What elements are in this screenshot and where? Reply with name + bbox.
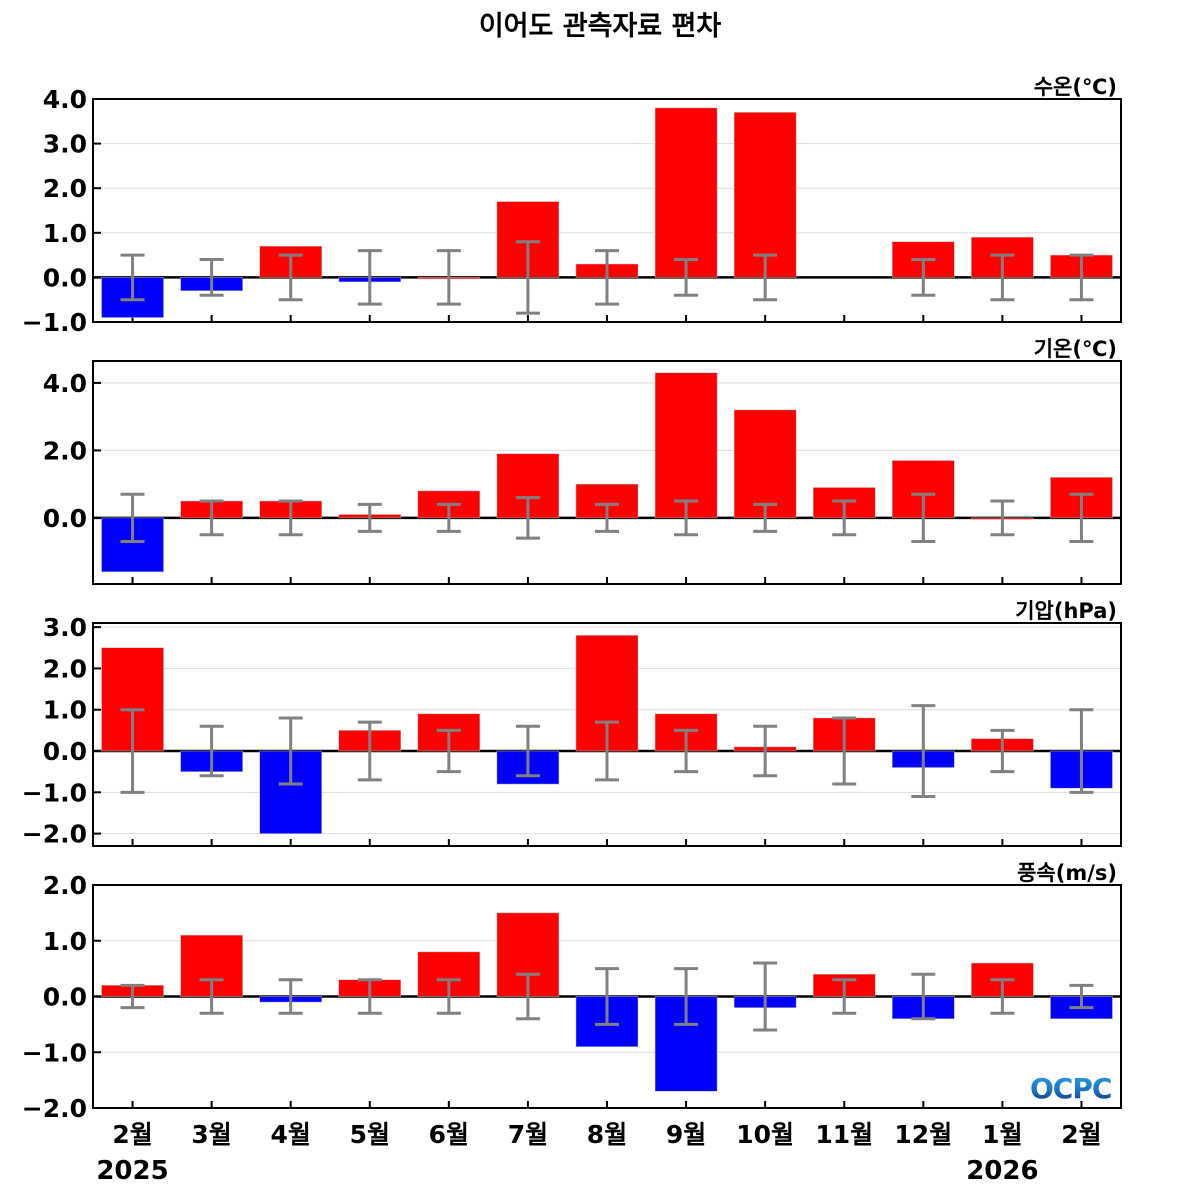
y-tick-label: 0.0 [43, 263, 87, 292]
y-tick-label: 0.0 [43, 504, 87, 533]
panel-frame [92, 98, 1122, 323]
y-tick-label: 2.0 [43, 654, 87, 683]
bar-7월 [496, 453, 560, 519]
x-tick-label: 2월 [112, 1120, 152, 1149]
x-tick-label: 12월 [894, 1120, 952, 1149]
chart-title: 이어도 관측자료 편차 [478, 11, 722, 42]
bar-9월 [654, 107, 718, 278]
bar-10월 [733, 409, 797, 519]
year-label: 2026 [966, 1156, 1038, 1186]
x-tick-label: 5월 [350, 1120, 390, 1149]
y-tick-label: −2.0 [22, 1094, 87, 1123]
panel-label: 수온(℃) [1034, 75, 1117, 99]
x-tick-label: 4월 [270, 1120, 310, 1149]
x-tick-label: 7월 [508, 1120, 548, 1149]
panel-label: 기압(hPa) [1015, 599, 1117, 623]
x-tick-label: 8월 [587, 1120, 627, 1149]
panel-frame [92, 884, 1122, 1109]
panel-frame [92, 622, 1122, 847]
x-tick-label: 6월 [429, 1120, 469, 1149]
y-tick-label: 4.0 [43, 85, 87, 114]
y-tick-label: −1.0 [22, 778, 87, 807]
panel-label: 기온(℃) [1034, 337, 1117, 361]
bar-9월 [654, 372, 718, 519]
y-tick-label: 3.0 [43, 130, 87, 159]
x-tick-label: 11월 [815, 1120, 873, 1149]
y-tick-label: 0.0 [43, 983, 87, 1012]
y-tick-label: 1.0 [43, 219, 87, 248]
y-tick-label: 2.0 [43, 436, 87, 465]
y-tick-label: −1.0 [22, 308, 87, 337]
y-tick-label: −2.0 [22, 820, 87, 849]
panel-label: 풍속(m/s) [1017, 861, 1117, 885]
x-tick-label: 10월 [736, 1120, 794, 1149]
ocpc-logo: OCPC [1030, 1072, 1112, 1105]
y-tick-label: 2.0 [43, 174, 87, 203]
y-tick-label: 1.0 [43, 927, 87, 956]
y-tick-label: 1.0 [43, 696, 87, 725]
x-tick-label: 3월 [191, 1120, 231, 1149]
y-tick-label: 4.0 [43, 369, 87, 398]
x-tick-label: 1월 [982, 1120, 1022, 1149]
y-tick-label: 3.0 [43, 613, 87, 642]
y-tick-label: 0.0 [43, 737, 87, 766]
year-label: 2025 [96, 1156, 168, 1186]
x-tick-label: 2월 [1061, 1120, 1101, 1149]
y-tick-label: 2.0 [43, 871, 87, 900]
bar-10월 [733, 112, 797, 278]
x-tick-label: 9월 [666, 1120, 706, 1149]
panel-frame [92, 360, 1122, 585]
y-tick-label: −1.0 [22, 1038, 87, 1067]
